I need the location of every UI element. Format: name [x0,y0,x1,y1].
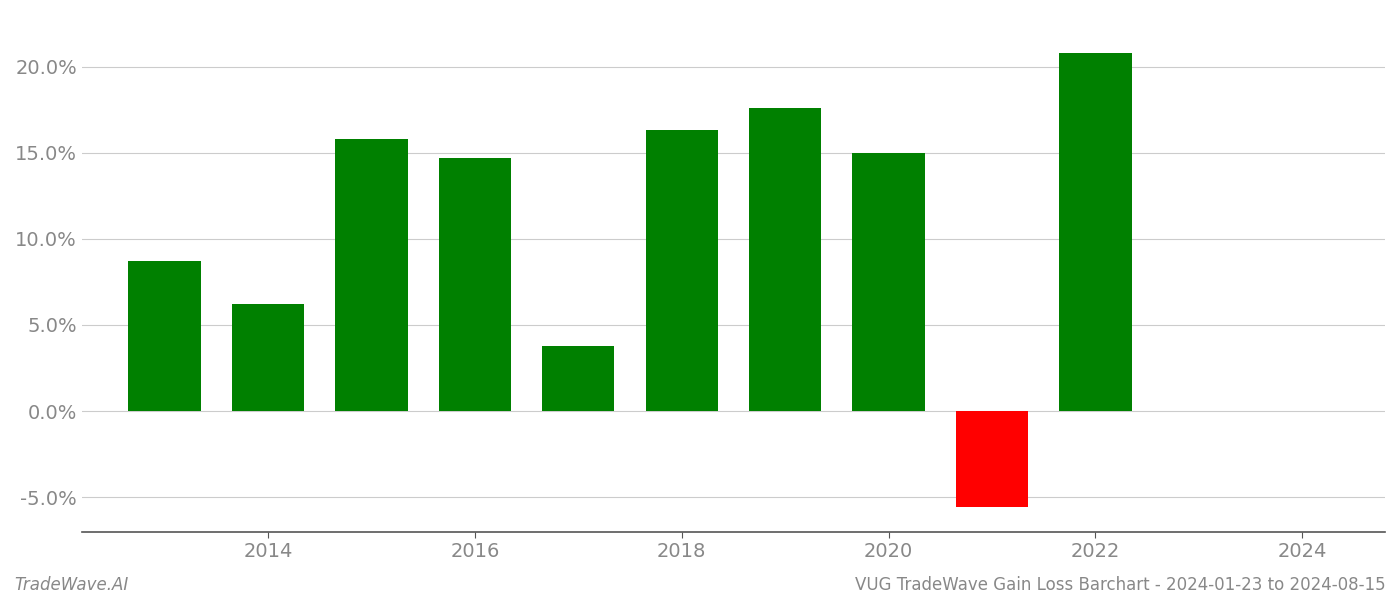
Bar [853,153,925,411]
Bar [438,158,511,411]
Bar [129,261,200,411]
Text: VUG TradeWave Gain Loss Barchart - 2024-01-23 to 2024-08-15: VUG TradeWave Gain Loss Barchart - 2024-… [855,576,1386,594]
Bar [1060,53,1131,411]
Bar [645,130,718,411]
Bar [956,411,1028,508]
Bar [542,346,615,411]
Bar [749,108,822,411]
Bar [232,304,304,411]
Bar [335,139,407,411]
Text: TradeWave.AI: TradeWave.AI [14,576,129,594]
